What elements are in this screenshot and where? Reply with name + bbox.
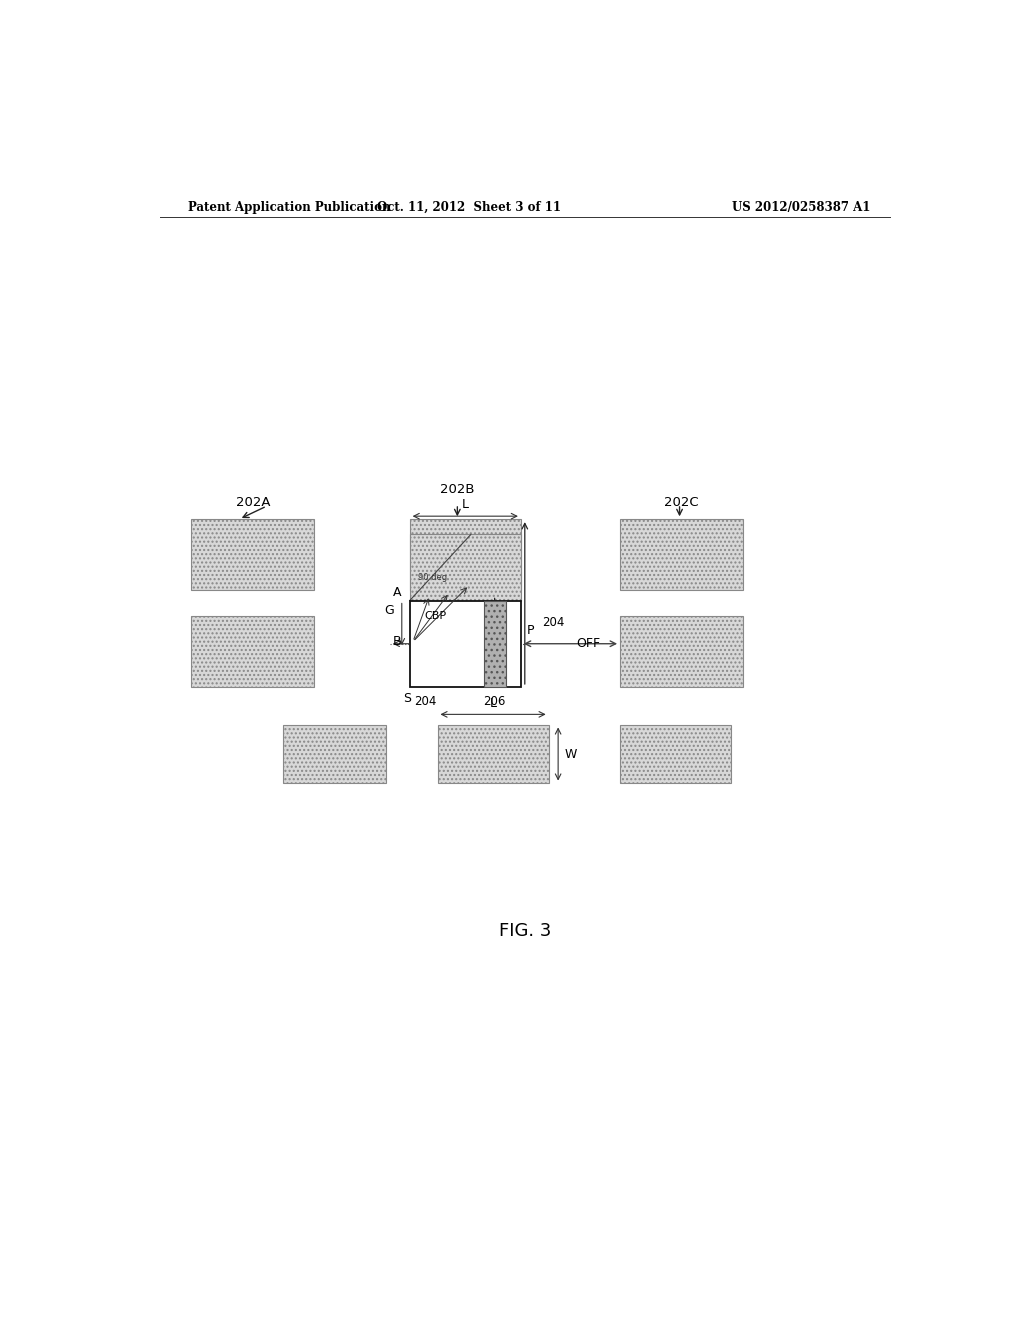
Text: 90 deg: 90 deg <box>418 573 446 582</box>
Text: B: B <box>393 635 401 648</box>
Text: 206: 206 <box>483 696 506 708</box>
Text: 202A: 202A <box>237 496 270 510</box>
Text: Oct. 11, 2012  Sheet 3 of 11: Oct. 11, 2012 Sheet 3 of 11 <box>377 201 561 214</box>
Text: G: G <box>384 605 394 618</box>
Text: P: P <box>527 624 535 638</box>
Text: S: S <box>403 692 412 705</box>
Bar <box>410 601 521 686</box>
Bar <box>620 725 731 784</box>
Bar <box>437 725 549 784</box>
Bar <box>283 725 386 784</box>
Text: OFF: OFF <box>577 638 600 651</box>
Bar <box>483 601 506 686</box>
Bar <box>191 519 314 590</box>
Text: A: A <box>393 586 401 598</box>
Bar <box>620 519 743 590</box>
Text: 204: 204 <box>543 615 564 628</box>
Text: L: L <box>462 498 469 511</box>
Text: L: L <box>489 697 497 710</box>
Text: 202C: 202C <box>664 496 698 510</box>
Text: 202B: 202B <box>440 483 474 496</box>
Bar <box>191 615 314 686</box>
Bar <box>410 535 521 601</box>
Text: FIG. 3: FIG. 3 <box>499 921 551 940</box>
Text: CBP: CBP <box>424 611 446 620</box>
Text: W: W <box>564 747 577 760</box>
Bar <box>620 615 743 686</box>
Text: Patent Application Publication: Patent Application Publication <box>187 201 390 214</box>
Bar <box>410 519 521 590</box>
Text: US 2012/0258387 A1: US 2012/0258387 A1 <box>731 201 870 214</box>
Text: 204: 204 <box>415 696 437 708</box>
